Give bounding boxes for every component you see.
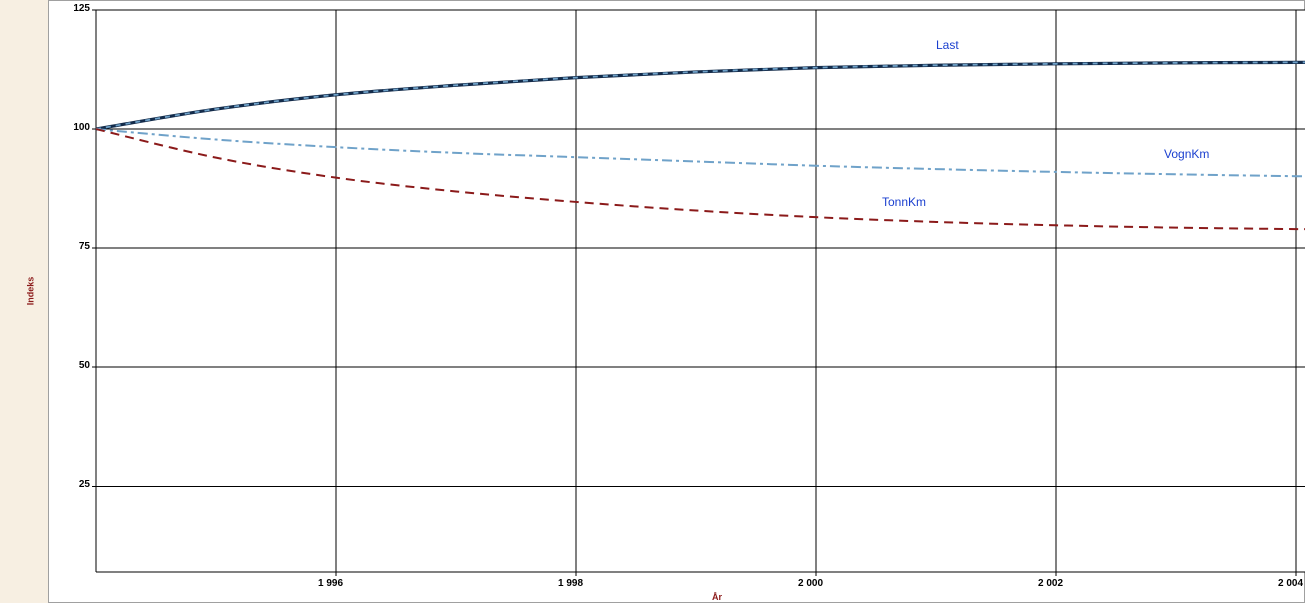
x-tick-label: 2 004 <box>1278 578 1303 589</box>
y-tick-label: 25 <box>79 479 90 490</box>
x-tick-label: 1 996 <box>318 578 343 589</box>
y-axis-label: Indeks <box>25 277 35 306</box>
x-tick-label: 2 002 <box>1038 578 1063 589</box>
chart-page: Indeks År 25 50 75 100 125 1 996 1 998 2 000 2 … <box>0 0 1305 603</box>
x-tick-label: 1 998 <box>558 578 583 589</box>
series-label-VognKm: VognKm <box>1164 147 1209 161</box>
x-axis-label: År <box>712 592 722 602</box>
left-margin-strip <box>0 0 48 603</box>
y-tick-label: 100 <box>73 122 90 133</box>
x-tick-label: 2 000 <box>798 578 823 589</box>
series-label-Last: Last <box>936 38 959 52</box>
y-tick-label: 75 <box>79 241 90 252</box>
y-tick-label: 50 <box>79 360 90 371</box>
y-tick-label: 125 <box>73 3 90 14</box>
chart-area <box>48 0 1305 603</box>
chart-svg <box>48 0 1305 603</box>
series-label-TonnKm: TonnKm <box>882 195 926 209</box>
